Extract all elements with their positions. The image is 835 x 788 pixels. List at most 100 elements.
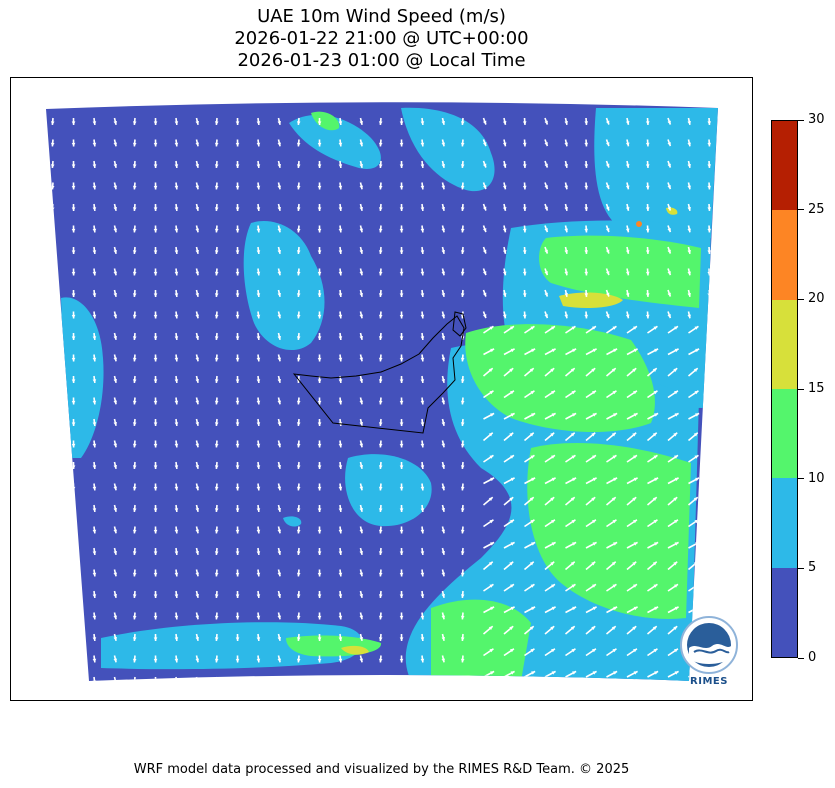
- wind-vector-head: [667, 228, 671, 233]
- wind-vector-head: [256, 142, 261, 147]
- colorbar-segment-2: [772, 389, 797, 479]
- wind-vector-head: [338, 314, 343, 319]
- wind-vector-head: [317, 465, 322, 469]
- wind-vector-head: [277, 572, 282, 577]
- wind-vector: [708, 325, 718, 334]
- wind-vector-head: [317, 594, 322, 598]
- wind-vector-head: [544, 142, 548, 147]
- wind-vector-head: [695, 477, 700, 482]
- wind-vector-head: [256, 271, 261, 276]
- wind-vector-head: [633, 542, 638, 546]
- wind-vector-head: [296, 615, 301, 620]
- wind-vector: [708, 454, 718, 463]
- wind-vector-head: [71, 121, 76, 125]
- wind-vector-head: [673, 432, 678, 437]
- wind-vector: [359, 676, 363, 682]
- wind-vector-head: [544, 271, 548, 276]
- rimes-logo-icon: [680, 616, 738, 674]
- wind-vector-head: [625, 314, 630, 319]
- wind-vector-head: [399, 508, 404, 512]
- wind-vector-head: [572, 348, 577, 353]
- wind-vector-head: [611, 432, 616, 437]
- wind-vector-head: [509, 326, 514, 330]
- wind-vector-head: [544, 206, 548, 211]
- wind-vector-head: [338, 615, 343, 620]
- wind-vector-head: [399, 250, 404, 254]
- wind-vector-head: [153, 680, 158, 682]
- wind-vector-head: [50, 400, 55, 405]
- wind-vector-head: [50, 572, 55, 577]
- wind-vector-head: [296, 658, 301, 663]
- wind-vector: [51, 526, 54, 534]
- wind-vector-head: [235, 443, 240, 448]
- wind-vector-head: [296, 293, 301, 297]
- wind-vector-head: [277, 550, 282, 555]
- wind-vector-head: [235, 551, 240, 555]
- wind-vector-head: [195, 636, 200, 641]
- wind-vector-head: [550, 455, 555, 459]
- wind-vector-head: [359, 593, 364, 598]
- wind-vector-head: [378, 379, 383, 383]
- wind-vector-head: [256, 121, 261, 125]
- wind-vector: [51, 633, 54, 642]
- wind-vector-head: [667, 120, 671, 125]
- wind-vector-head: [71, 615, 76, 620]
- wind-vector-head: [132, 336, 137, 340]
- wind-vector-head: [502, 228, 507, 233]
- wind-vector-head: [174, 486, 179, 491]
- wind-vector-head: [71, 250, 76, 254]
- rimes-logo: RIMES: [676, 612, 742, 692]
- wind-vector-head: [441, 593, 446, 598]
- wind-vector-head: [132, 551, 137, 555]
- wind-vector-head: [235, 637, 240, 641]
- wind-vector-head: [214, 637, 219, 641]
- wind-vector-head: [153, 637, 158, 641]
- wind-vector-head: [256, 336, 261, 340]
- wind-vector-head: [296, 422, 301, 426]
- wind-vector-head: [612, 648, 617, 653]
- wind-vector-head: [488, 432, 493, 437]
- wind-vector-head: [564, 249, 568, 254]
- wind-vector-head: [235, 185, 240, 190]
- wind-vector-head: [632, 368, 637, 372]
- wind-vector-head: [195, 142, 200, 147]
- wind-vector-head: [214, 185, 219, 190]
- wind-vector-head: [71, 185, 76, 190]
- wind-vector-head: [667, 163, 671, 168]
- wind-vector-head: [92, 357, 97, 362]
- wind-vector-head: [653, 326, 658, 330]
- wind-vector-head: [502, 271, 507, 276]
- wind-vector-head: [113, 636, 118, 641]
- wind-vector-head: [632, 626, 637, 630]
- wind-vector-head: [113, 357, 118, 362]
- wind-vector-head: [50, 164, 55, 168]
- wind-vector-head: [441, 357, 446, 362]
- wind-vector-head: [420, 637, 425, 641]
- colorbar-tick: [798, 657, 804, 659]
- wind-vector-head: [92, 658, 97, 663]
- wind-vector-head: [673, 390, 678, 395]
- wind-vector-head: [544, 292, 548, 297]
- wind-vector-head: [359, 120, 364, 125]
- wind-vector-head: [460, 572, 465, 577]
- wind-vector-head: [153, 658, 158, 663]
- wind-vector-head: [441, 550, 446, 555]
- wind-vector-head: [256, 572, 261, 577]
- wind-vector-head: [645, 250, 650, 254]
- wind-vector-head: [113, 615, 118, 620]
- title-line-3: 2026-01-23 01:00 @ Local Time: [237, 50, 526, 71]
- wind-vector-head: [550, 519, 555, 524]
- wind-vector-head: [153, 207, 158, 211]
- wind-vector-head: [441, 464, 446, 469]
- wind-vector-head: [707, 164, 712, 168]
- wind-vector-head: [359, 400, 364, 405]
- wind-vector-head: [359, 464, 364, 469]
- wind-vector-head: [132, 572, 137, 577]
- wind-vector-head: [510, 477, 515, 482]
- wind-vector-head: [317, 293, 322, 297]
- wind-vector-head: [132, 185, 137, 190]
- wind-vector-head: [441, 378, 446, 383]
- wind-vector-head: [153, 400, 158, 405]
- wind-vector-head: [359, 314, 364, 319]
- wind-vector-head: [174, 529, 179, 534]
